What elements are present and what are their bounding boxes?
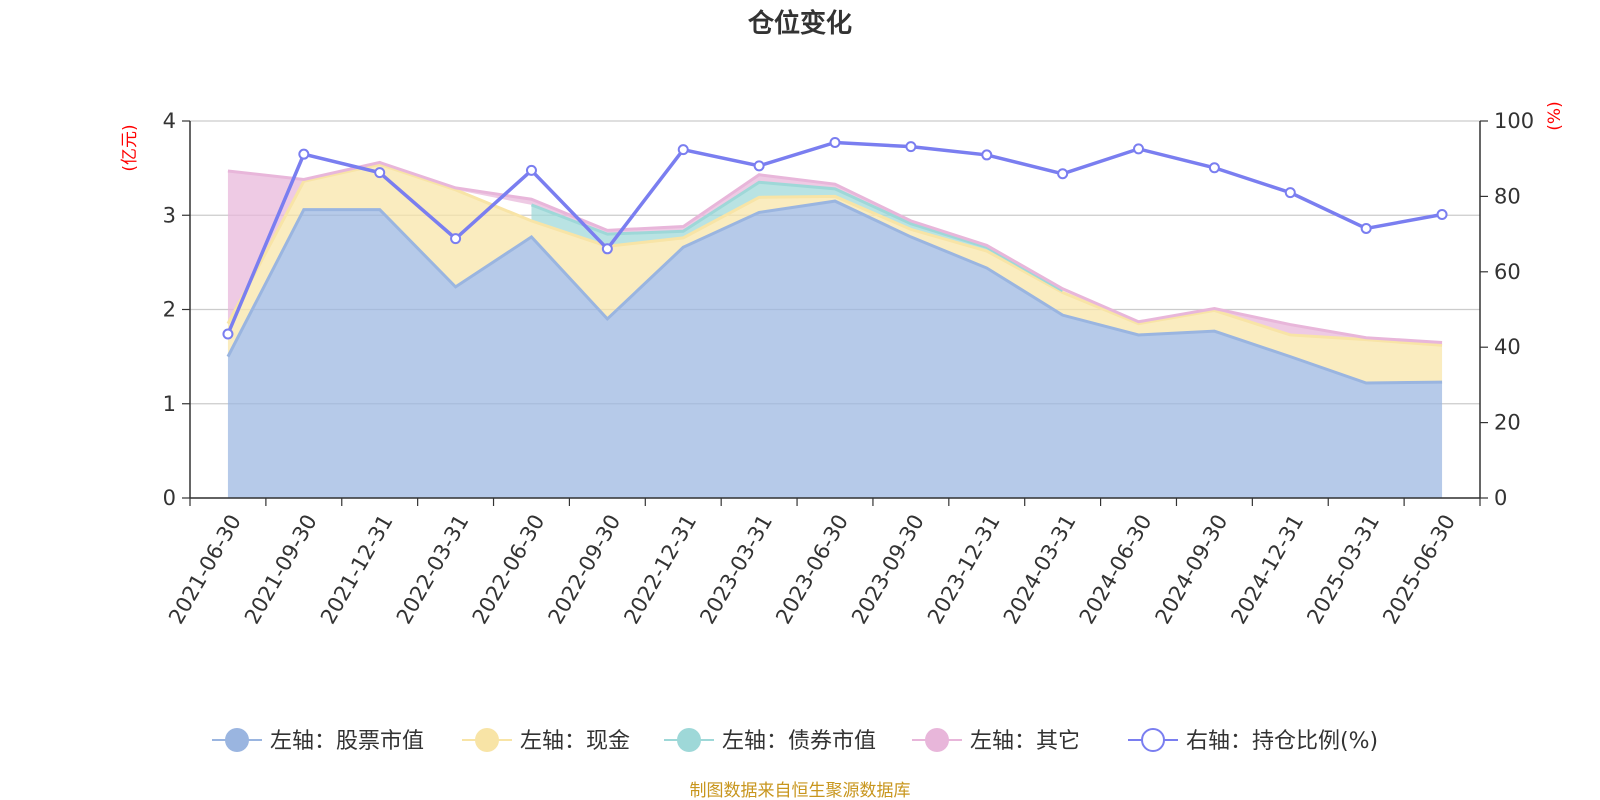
right-axis-tick-label: 40 (1494, 335, 1521, 359)
x-axis-tick-label: 2022-12-31 (619, 510, 701, 628)
area-3 (531, 182, 1063, 293)
area-edge-2 (226, 162, 1443, 347)
source-note: 制图数据来自恒生聚源数据库 (690, 781, 911, 800)
ratio-point (1436, 208, 1448, 220)
ratio-point (1133, 143, 1145, 155)
ratio-point (753, 160, 765, 172)
x-axis-tick-label: 2024-12-31 (1226, 510, 1308, 628)
x-axis-tick-label: 2021-12-31 (316, 510, 398, 628)
left-axis-tick-label: 0 (163, 486, 176, 510)
left-axis-unit: (亿元) (120, 124, 140, 171)
right-axis-tick-label: 80 (1494, 184, 1521, 208)
right-axis-tick-label: 60 (1494, 260, 1521, 284)
area-edge-1 (226, 199, 1443, 385)
legend-label: 左轴：债券市值 (722, 729, 876, 754)
ratio-point (677, 144, 689, 156)
x-axis-tick-label: 2024-03-31 (999, 510, 1081, 628)
ratio-point (525, 164, 537, 176)
ratio-point (1284, 187, 1296, 199)
x-axis-tick-label: 2021-09-30 (240, 510, 322, 628)
ratio-line-series (222, 136, 1448, 340)
right-axis-tick-label: 0 (1494, 486, 1507, 510)
legend-label: 右轴：持仓比例(%) (1186, 729, 1378, 754)
ratio-point (905, 141, 917, 153)
ratio-point (1360, 222, 1372, 234)
x-axis-tick-label: 2022-09-30 (544, 510, 626, 628)
left-axis-tick-label: 2 (163, 298, 176, 322)
left-axis-tick-label: 3 (163, 203, 176, 227)
ratio-point (1057, 168, 1069, 180)
x-axis-tick-label: 2022-06-30 (468, 510, 550, 628)
x-axis-tick-label: 2024-09-30 (1151, 510, 1233, 628)
legend-marker (677, 728, 701, 752)
legend-label: 左轴：其它 (970, 729, 1080, 754)
x-axis-tick-label: 2023-03-31 (695, 510, 777, 628)
legend-label: 左轴：股票市值 (270, 729, 424, 754)
ratio-point (981, 149, 993, 161)
x-axis-tick-label: 2025-06-30 (1378, 510, 1460, 628)
area-series (226, 160, 1443, 499)
ratio-point (1208, 162, 1220, 174)
right-axis-unit: (%) (1545, 101, 1565, 130)
legend-marker (1141, 728, 1165, 752)
area-edge-4 (227, 160, 1443, 344)
right-axis-tick-label: 100 (1494, 109, 1534, 133)
legend-marker (925, 728, 949, 752)
chart-title: 仓位变化 (747, 8, 852, 39)
ratio-point (222, 328, 234, 340)
x-axis-tick-label: 2023-06-30 (771, 510, 853, 628)
ratio-point (829, 136, 841, 148)
x-axis-tick-label: 2023-12-31 (923, 510, 1005, 628)
x-axis-tick-label: 2025-03-31 (1302, 510, 1384, 628)
legend: 左轴：股票市值 左轴：现金 左轴：债券市值 左轴：其它 右轴：持仓比例(%) (212, 728, 1378, 754)
ratio-point (601, 243, 613, 255)
area-1 (227, 201, 1443, 499)
right-axis-tick-label: 20 (1494, 411, 1521, 435)
x-axis-tick-label: 2022-03-31 (392, 510, 474, 628)
x-axis-tick-label: 2021-06-30 (164, 510, 246, 628)
legend-marker (475, 728, 499, 752)
ratio-point (450, 233, 462, 245)
ratio-point (374, 167, 386, 179)
ratio-point (298, 148, 310, 160)
legend-marker (225, 728, 249, 752)
legend-label: 左轴：现金 (520, 729, 630, 754)
left-axis-tick-label: 4 (163, 109, 176, 133)
x-axis-tick-label: 2023-09-30 (847, 510, 929, 628)
x-axis-tick-label: 2024-06-30 (1075, 510, 1157, 628)
left-axis-tick-label: 1 (163, 392, 176, 416)
area-2 (227, 164, 1443, 384)
